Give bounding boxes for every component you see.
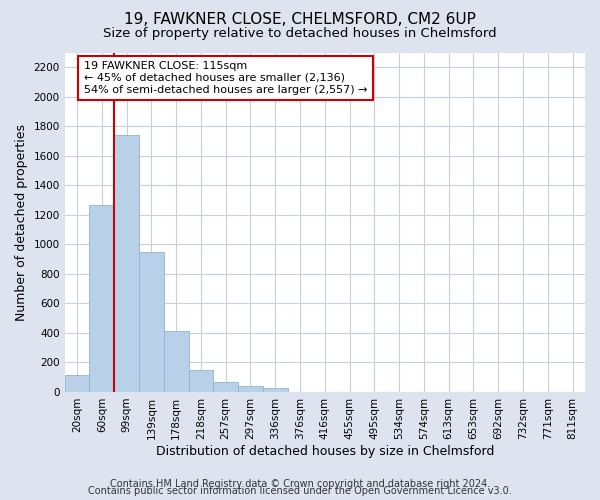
Bar <box>89 204 114 392</box>
Text: Contains HM Land Registry data © Crown copyright and database right 2024.: Contains HM Land Registry data © Crown c… <box>110 479 490 489</box>
Bar <box>238 386 263 392</box>
Text: 19, FAWKNER CLOSE, CHELMSFORD, CM2 6UP: 19, FAWKNER CLOSE, CHELMSFORD, CM2 6UP <box>124 12 476 28</box>
Text: Contains public sector information licensed under the Open Government Licence v3: Contains public sector information licen… <box>88 486 512 496</box>
Bar <box>188 370 214 392</box>
X-axis label: Distribution of detached houses by size in Chelmsford: Distribution of detached houses by size … <box>155 444 494 458</box>
Text: Size of property relative to detached houses in Chelmsford: Size of property relative to detached ho… <box>103 28 497 40</box>
Bar <box>164 330 188 392</box>
Bar <box>214 382 238 392</box>
Bar <box>139 252 164 392</box>
Y-axis label: Number of detached properties: Number of detached properties <box>15 124 28 320</box>
Bar <box>114 135 139 392</box>
Bar <box>263 388 287 392</box>
Bar <box>65 375 89 392</box>
Text: 19 FAWKNER CLOSE: 115sqm
← 45% of detached houses are smaller (2,136)
54% of sem: 19 FAWKNER CLOSE: 115sqm ← 45% of detach… <box>84 62 367 94</box>
